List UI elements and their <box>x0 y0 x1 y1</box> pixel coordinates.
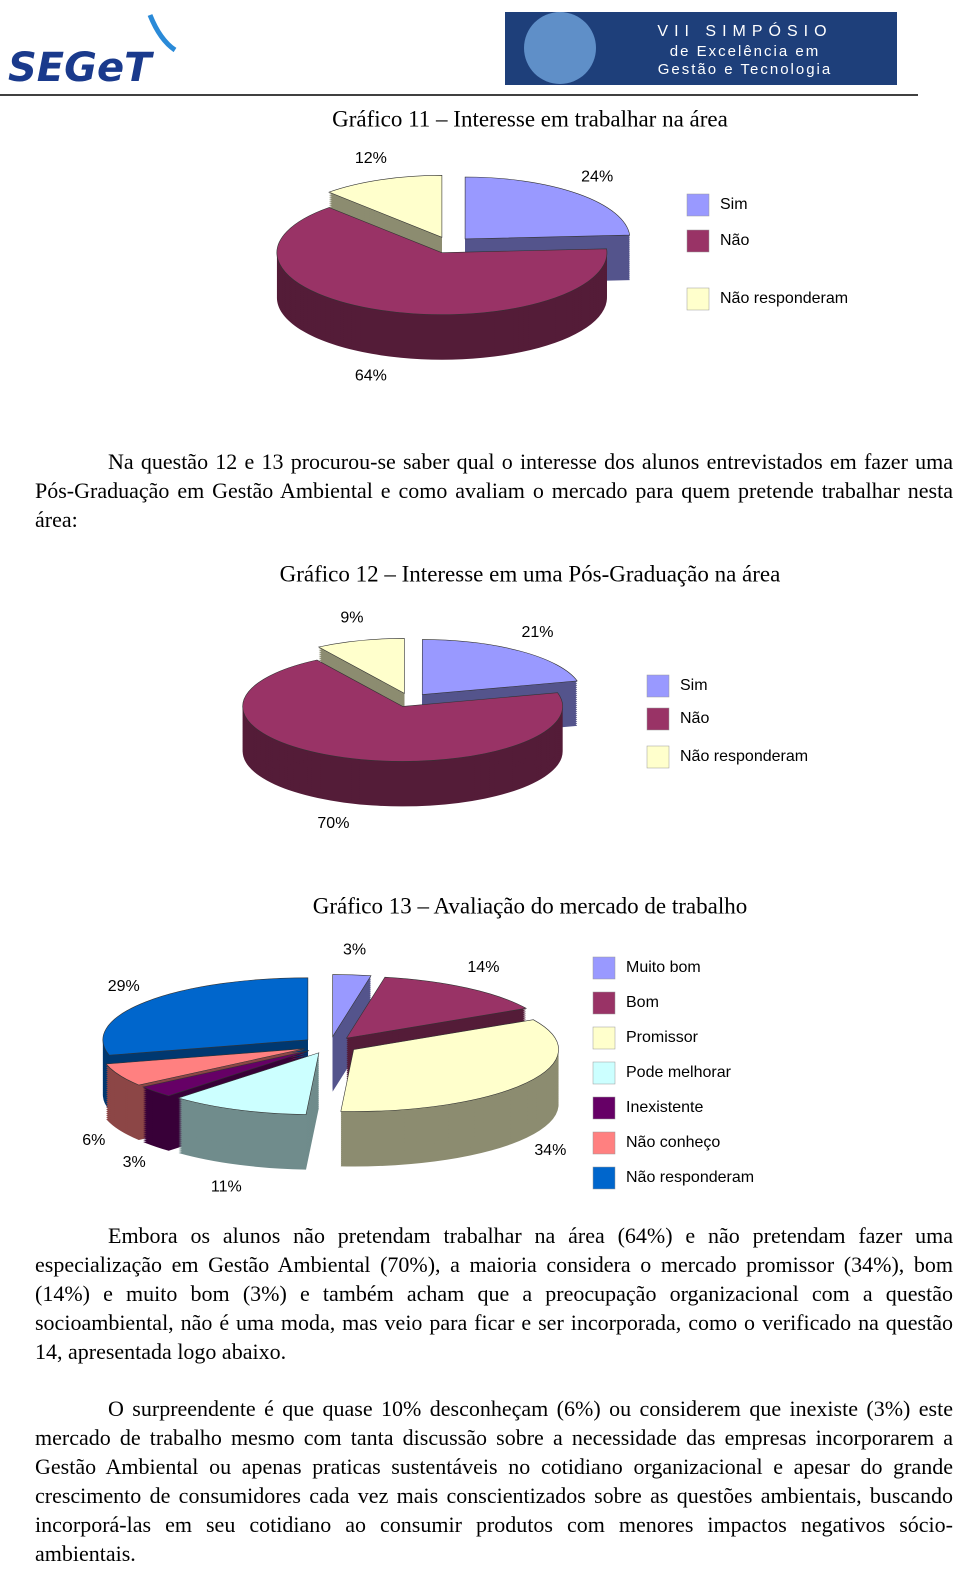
pie-slice <box>340 1019 559 1112</box>
legend-label: Inexistente <box>626 1099 703 1116</box>
data-label: 3% <box>343 941 366 958</box>
data-label: 9% <box>340 610 363 627</box>
legend-swatch <box>686 193 710 217</box>
data-label: 64% <box>355 368 387 385</box>
pie-slice <box>102 977 309 1056</box>
legend-label: Não responderam <box>680 748 808 765</box>
chart-title: Gráfico 12 – Interesse em uma Pós-Gradua… <box>280 561 781 586</box>
paragraph: Na questão 12 e 13 procurou-se saber qua… <box>35 449 953 532</box>
banner-line: de Excelência em <box>670 43 820 60</box>
legend-label: Não responderam <box>626 1169 754 1186</box>
data-label: 6% <box>82 1132 105 1149</box>
data-label: 3% <box>123 1154 146 1171</box>
data-label: 21% <box>521 624 553 641</box>
logo: SEGeT <box>8 45 154 91</box>
legend-label: Sim <box>720 196 748 213</box>
legend-swatch <box>592 1166 616 1190</box>
data-label: 11% <box>211 1179 242 1196</box>
legend-swatch <box>592 1026 616 1050</box>
legend-label: Pode melhorar <box>626 1064 732 1081</box>
pie-slice <box>242 659 563 762</box>
legend-swatch <box>592 991 616 1015</box>
data-label: 12% <box>355 150 387 167</box>
pie-slice <box>276 207 608 315</box>
legend-swatch <box>646 674 670 698</box>
legend-swatch <box>686 229 710 253</box>
legend-swatch <box>646 707 670 731</box>
legend-swatch <box>592 1096 616 1120</box>
pie-slice <box>328 174 443 238</box>
legend-label: Não responderam <box>720 290 848 307</box>
legend-swatch <box>686 287 710 311</box>
legend-label: Não <box>680 710 709 727</box>
pie-slice <box>317 638 405 694</box>
pie-slice <box>332 974 372 1038</box>
pie-slice <box>105 1048 305 1086</box>
data-label: 34% <box>534 1142 566 1159</box>
paragraph: Embora os alunos não pretendam trabalhar… <box>35 1223 953 1364</box>
data-label: 29% <box>108 978 140 995</box>
pie-slice <box>421 639 578 695</box>
pie-slice <box>177 1052 320 1115</box>
data-label: 70% <box>317 815 349 832</box>
data-label: 14% <box>467 959 499 976</box>
legend-label: Sim <box>680 677 708 694</box>
legend-label: Muito bom <box>626 959 701 976</box>
chart-title: Gráfico 13 – Avaliação do mercado de tra… <box>313 893 747 918</box>
legend-swatch <box>592 1061 616 1085</box>
logo-swoosh <box>147 14 177 53</box>
legend-swatch <box>592 1131 616 1155</box>
banner-line: Gestão e Tecnologia <box>658 61 833 78</box>
banner-line: VII SIMPÓSIO <box>657 21 832 40</box>
legend-label: Não conheço <box>626 1134 720 1151</box>
pie-slice <box>464 176 631 240</box>
legend-label: Não <box>720 232 749 249</box>
pie-slice <box>345 976 528 1039</box>
pie-slice <box>142 1050 310 1097</box>
legend-swatch <box>646 745 670 769</box>
chart-title: Gráfico 11 – Interesse em trabalhar na á… <box>332 106 728 131</box>
banner-globe <box>524 12 596 84</box>
legend-label: Bom <box>626 994 659 1011</box>
legend-swatch <box>592 956 616 980</box>
legend-label: Promissor <box>626 1029 699 1046</box>
data-label: 24% <box>581 169 613 186</box>
paragraph: O surpreendente é que quase 10% desconhe… <box>35 1396 953 1566</box>
